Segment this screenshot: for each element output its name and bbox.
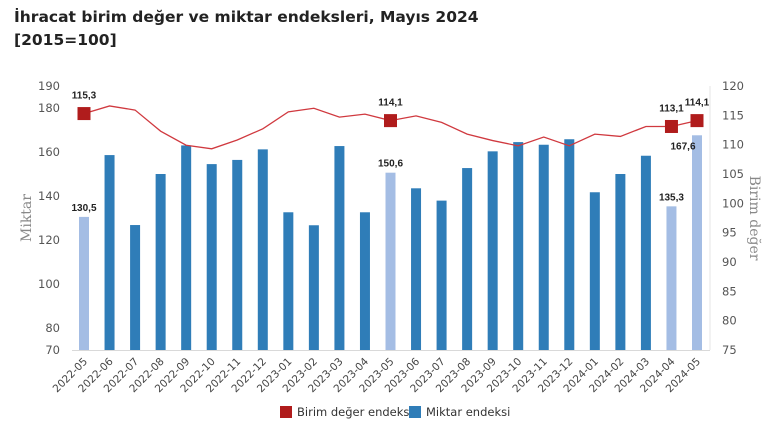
bar-data-label: 150,6 [378, 159, 403, 170]
bar-2022-05 [79, 216, 89, 350]
y-right-tick: 110 [722, 138, 744, 152]
line-marker-2022-05 [77, 107, 91, 121]
y-left-tick: 180 [38, 101, 60, 115]
y-right-tick: 80 [722, 314, 737, 328]
chart-title: İhracat birim değer ve miktar endeksleri… [14, 6, 479, 52]
bar-2023-12 [564, 139, 575, 350]
line-data-label: 114,1 [378, 98, 403, 109]
bar-2022-06 [104, 155, 115, 350]
bar-2023-08 [462, 168, 473, 350]
y-left-tick: 80 [45, 321, 60, 335]
bar-2023-04 [359, 212, 370, 350]
y-left-tick: 70 [45, 343, 60, 357]
y-left-tick: 190 [38, 79, 60, 93]
bar-2022-07 [130, 225, 141, 350]
y-left-label: Miktar [19, 194, 35, 242]
bar-data-label: 135,3 [659, 192, 684, 203]
y-left-tick: 140 [38, 189, 60, 203]
bar-2023-05 [385, 172, 396, 350]
bar-2023-10 [513, 142, 524, 350]
y-right-tick: 100 [722, 196, 744, 210]
bar-2023-11 [538, 144, 549, 350]
line-marker-2023-05 [384, 114, 397, 128]
title-text: İhracat birim değer ve miktar endeksleri… [14, 8, 479, 26]
bar-2022-09 [181, 145, 192, 350]
birim-deger-line [83, 105, 698, 150]
line-marker-2024-05 [690, 114, 704, 128]
bar-2023-09 [487, 151, 498, 350]
y-left-tick: 100 [38, 277, 60, 291]
bar-2023-03 [334, 146, 345, 350]
y-right-tick: 85 [722, 284, 737, 298]
bar-2022-10 [206, 164, 217, 350]
line-data-label: 113,1 [659, 103, 684, 114]
bar-2024-02 [615, 174, 626, 350]
bar-2024-05 [692, 135, 702, 350]
y-right-tick: 95 [722, 226, 737, 240]
y-right-tick: 90 [722, 255, 737, 269]
y-right-tick: 105 [722, 167, 744, 181]
bar-2022-12 [257, 149, 268, 350]
y-right-tick: 75 [722, 343, 737, 357]
bar-2023-02 [308, 225, 319, 350]
bar-2024-03 [640, 155, 651, 350]
y-left-tick: 160 [38, 145, 60, 159]
y-left-tick: 120 [38, 233, 60, 247]
bar-2024-04 [666, 206, 677, 350]
y-right-tick: 115 [722, 108, 744, 122]
bar-2023-01 [283, 212, 294, 350]
bar-2023-06 [411, 188, 422, 350]
y-right-label: Birim değer [746, 176, 762, 261]
legend-birim-deger-label: Birim değer endeksi [297, 405, 413, 419]
bar-2024-01 [589, 192, 600, 350]
bar-2023-07 [436, 200, 447, 350]
y-right-tick: 120 [722, 79, 744, 93]
line-data-label: 115,3 [72, 91, 97, 102]
subtitle-text: [2015=100] [14, 31, 117, 49]
legend-birim-deger-swatch [280, 406, 292, 418]
bar-2022-11 [232, 159, 243, 350]
bar-data-label: 167,6 [670, 141, 695, 152]
legend-miktar-swatch [409, 406, 421, 418]
bar-2022-08 [155, 174, 166, 350]
legend-miktar-label: Miktar endeksi [426, 405, 510, 419]
bar-data-label: 130,5 [71, 203, 96, 214]
line-data-label: 114,1 [685, 98, 710, 109]
line-marker-2024-04 [664, 119, 678, 133]
